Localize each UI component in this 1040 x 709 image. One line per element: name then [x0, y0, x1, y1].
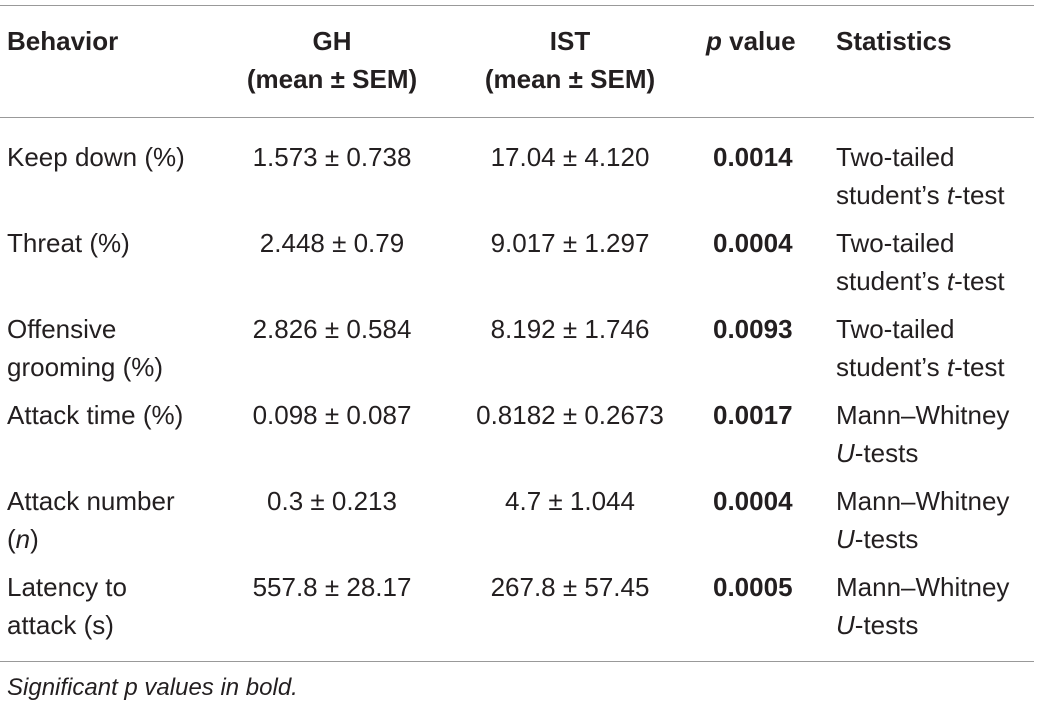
ist-cell: 17.04 ± 4.120	[490, 142, 650, 172]
ist-cell: 9.017 ± 1.297	[490, 228, 650, 258]
header-rule	[0, 117, 1034, 118]
stat-line2: U-tests	[836, 520, 1040, 558]
table-row: Attack time (%) 0.098 ± 0.087 0.8182 ± 0…	[0, 380, 1040, 468]
stat-line2-italic: t	[946, 266, 955, 296]
table-row: Threat (%) 2.448 ± 0.79 9.017 ± 1.297 0.…	[0, 208, 1040, 296]
behavior-line1: Keep down (%)	[7, 142, 185, 172]
behavior-line1: Offensive	[7, 314, 117, 344]
stat-line2-suffix: -tests	[854, 610, 919, 640]
header-p-italic: p	[706, 26, 722, 56]
behavior-cell: Offensive grooming (%)	[7, 310, 222, 386]
stat-line2-suffix: -test	[954, 352, 1005, 382]
gh-cell: 0.3 ± 0.213	[267, 486, 397, 516]
behavior-line1: Threat (%)	[7, 228, 130, 258]
statistics-cell: Two-tailed student’s t-test	[836, 224, 1040, 300]
p-value-cell: 0.0005	[713, 572, 793, 602]
gh-cell: 557.8 ± 28.17	[252, 572, 412, 602]
stat-line2-text: student’s	[836, 352, 947, 382]
behavior-cell: Latency to attack (s)	[7, 568, 222, 644]
ist-cell: 8.192 ± 1.746	[490, 314, 650, 344]
header-statistics: Statistics	[836, 26, 952, 56]
behavior-line2: (n)	[7, 520, 222, 558]
stat-line2-italic: U	[836, 438, 855, 468]
stat-line2: student’s t-test	[836, 176, 1040, 214]
p-value-cell: 0.0004	[713, 486, 793, 516]
table-row: Offensive grooming (%) 2.826 ± 0.584 8.1…	[0, 294, 1040, 382]
stat-line2: student’s t-test	[836, 348, 1040, 386]
stat-line2-text: student’s	[836, 266, 947, 296]
stat-line2: U-tests	[836, 606, 1040, 644]
gh-cell: 2.826 ± 0.584	[252, 314, 412, 344]
ist-cell: 4.7 ± 1.044	[505, 486, 635, 516]
stat-line2: U-tests	[836, 434, 1040, 472]
header-ist-line2: (mean ± SEM)	[484, 64, 656, 94]
stat-line2-suffix: -test	[954, 266, 1005, 296]
ist-cell: 267.8 ± 57.45	[490, 572, 650, 602]
stat-line1: Two-tailed	[836, 142, 955, 172]
statistics-cell: Mann–Whitney U-tests	[836, 568, 1040, 644]
behavior-line1: Attack number	[7, 486, 175, 516]
stat-line2: student’s t-test	[836, 262, 1040, 300]
header-gh-line1: GH	[312, 26, 352, 56]
header-ist-line1: IST	[549, 26, 591, 56]
ist-cell: 0.8182 ± 0.2673	[476, 400, 664, 430]
stat-line1: Mann–Whitney	[836, 572, 1010, 602]
table-top-rule	[0, 5, 1034, 6]
stat-line1: Two-tailed	[836, 228, 955, 258]
gh-cell: 2.448 ± 0.79	[259, 228, 405, 258]
behavior-line2-italic: n	[15, 524, 31, 554]
table-row: Attack number (n) 0.3 ± 0.213 4.7 ± 1.04…	[0, 466, 1040, 554]
statistics-cell: Mann–Whitney U-tests	[836, 482, 1040, 558]
table-bottom-rule	[0, 661, 1034, 662]
header-gh: GH (mean ± SEM)	[222, 22, 442, 98]
stat-line2-suffix: -tests	[854, 524, 919, 554]
behavior-cell: Keep down (%)	[7, 138, 222, 176]
stat-line2-italic: U	[836, 610, 855, 640]
p-value-cell: 0.0004	[713, 228, 793, 258]
behavior-line2-close: )	[30, 524, 39, 554]
behavior-cell: Attack number (n)	[7, 482, 222, 558]
gh-cell: 1.573 ± 0.738	[252, 142, 412, 172]
stat-line1: Two-tailed	[836, 314, 955, 344]
behavior-cell: Attack time (%)	[7, 396, 222, 434]
table-row: Latency to attack (s) 557.8 ± 28.17 267.…	[0, 552, 1040, 640]
header-p-rest: value	[721, 26, 796, 56]
p-value-cell: 0.0014	[713, 142, 793, 172]
table-row: Keep down (%) 1.573 ± 0.738 17.04 ± 4.12…	[0, 122, 1040, 210]
behavior-line2: attack (s)	[7, 610, 114, 640]
statistics-cell: Two-tailed student’s t-test	[836, 310, 1040, 386]
stat-line2-italic: t	[946, 180, 955, 210]
table-footnote: Significant p values in bold.	[7, 674, 298, 701]
header-ist: IST (mean ± SEM)	[460, 22, 680, 98]
behavior-line2-open: (	[7, 524, 16, 554]
gh-cell: 0.098 ± 0.087	[252, 400, 412, 430]
stat-line1: Mann–Whitney	[836, 486, 1010, 516]
header-behavior: Behavior	[7, 26, 119, 56]
statistics-cell: Two-tailed student’s t-test	[836, 138, 1040, 214]
behavior-line2: grooming (%)	[7, 352, 164, 382]
p-value-cell: 0.0017	[713, 400, 793, 430]
p-value-cell: 0.0093	[713, 314, 793, 344]
stat-line2-text: student’s	[836, 180, 947, 210]
header-gh-line2: (mean ± SEM)	[246, 64, 418, 94]
stat-line2-suffix: -test	[954, 180, 1005, 210]
stat-line2-suffix: -tests	[854, 438, 919, 468]
behavior-cell: Threat (%)	[7, 224, 222, 262]
statistics-cell: Mann–Whitney U-tests	[836, 396, 1040, 472]
stat-line2-italic: U	[836, 524, 855, 554]
stat-line2-italic: t	[946, 352, 955, 382]
stat-line1: Mann–Whitney	[836, 400, 1010, 430]
behavior-line1: Attack time (%)	[7, 400, 184, 430]
behavior-line1: Latency to	[7, 572, 127, 602]
header-p-value: p value	[706, 22, 796, 60]
